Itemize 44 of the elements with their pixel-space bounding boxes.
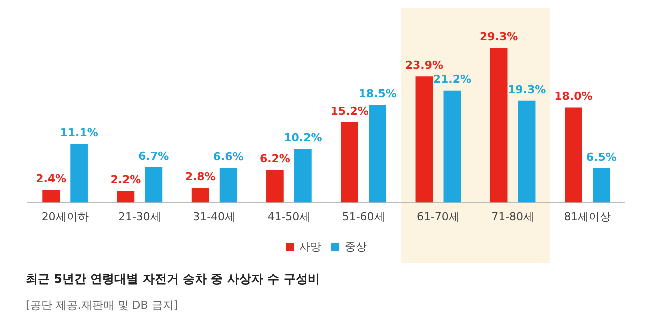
bar (117, 191, 135, 203)
bar (341, 122, 358, 203)
bar (518, 100, 536, 203)
legend-label: 중상 (345, 240, 367, 254)
x-tick-label: 51-60세 (342, 210, 386, 224)
x-tick-label: 21-30세 (118, 210, 162, 224)
data-label: 10.2% (284, 131, 322, 144)
data-label: 29.3% (480, 30, 518, 44)
bar (70, 144, 88, 203)
bar (369, 105, 386, 203)
data-label: 2.2% (110, 174, 142, 187)
bar (192, 188, 210, 203)
data-label: 6.7% (138, 150, 170, 163)
data-label: 18.0% (554, 90, 593, 104)
bar (42, 190, 60, 203)
data-label: 2.4% (36, 172, 67, 186)
data-label: 6.6% (213, 150, 244, 164)
bar (266, 170, 284, 203)
data-label: 18.5% (358, 87, 397, 100)
x-tick-label: 71-80세 (492, 210, 535, 224)
bar (220, 168, 238, 203)
data-label: 11.1% (60, 126, 98, 140)
text: 최근 5년간 연령대별 자전거 승차 중 사상자 수 구성비 (26, 271, 321, 288)
x-tick-label: 61-70세 (416, 210, 460, 224)
bar (565, 108, 582, 203)
text: [공단 제공.재판매 및 DB 금지] (26, 298, 180, 313)
data-label: 23.9% (405, 58, 444, 72)
bar (593, 168, 610, 203)
x-tick-label: 41-50세 (268, 210, 311, 224)
bar (416, 76, 434, 203)
data-label: 6.5% (586, 150, 617, 164)
bar (444, 90, 462, 203)
x-tick-label: 31-40세 (193, 210, 236, 224)
data-label: 21.2% (433, 73, 472, 86)
data-label: 15.2% (330, 104, 369, 118)
bar (145, 167, 163, 203)
data-label: 2.8% (185, 170, 216, 184)
legend-label: 사망 (300, 240, 322, 254)
data-label: 6.2% (260, 152, 290, 166)
x-tick-label: 81세이상 (564, 210, 612, 224)
x-tick-label: 20세이하 (42, 210, 89, 224)
bar (490, 48, 508, 203)
bar (294, 148, 312, 203)
data-label: 19.3% (508, 83, 546, 96)
